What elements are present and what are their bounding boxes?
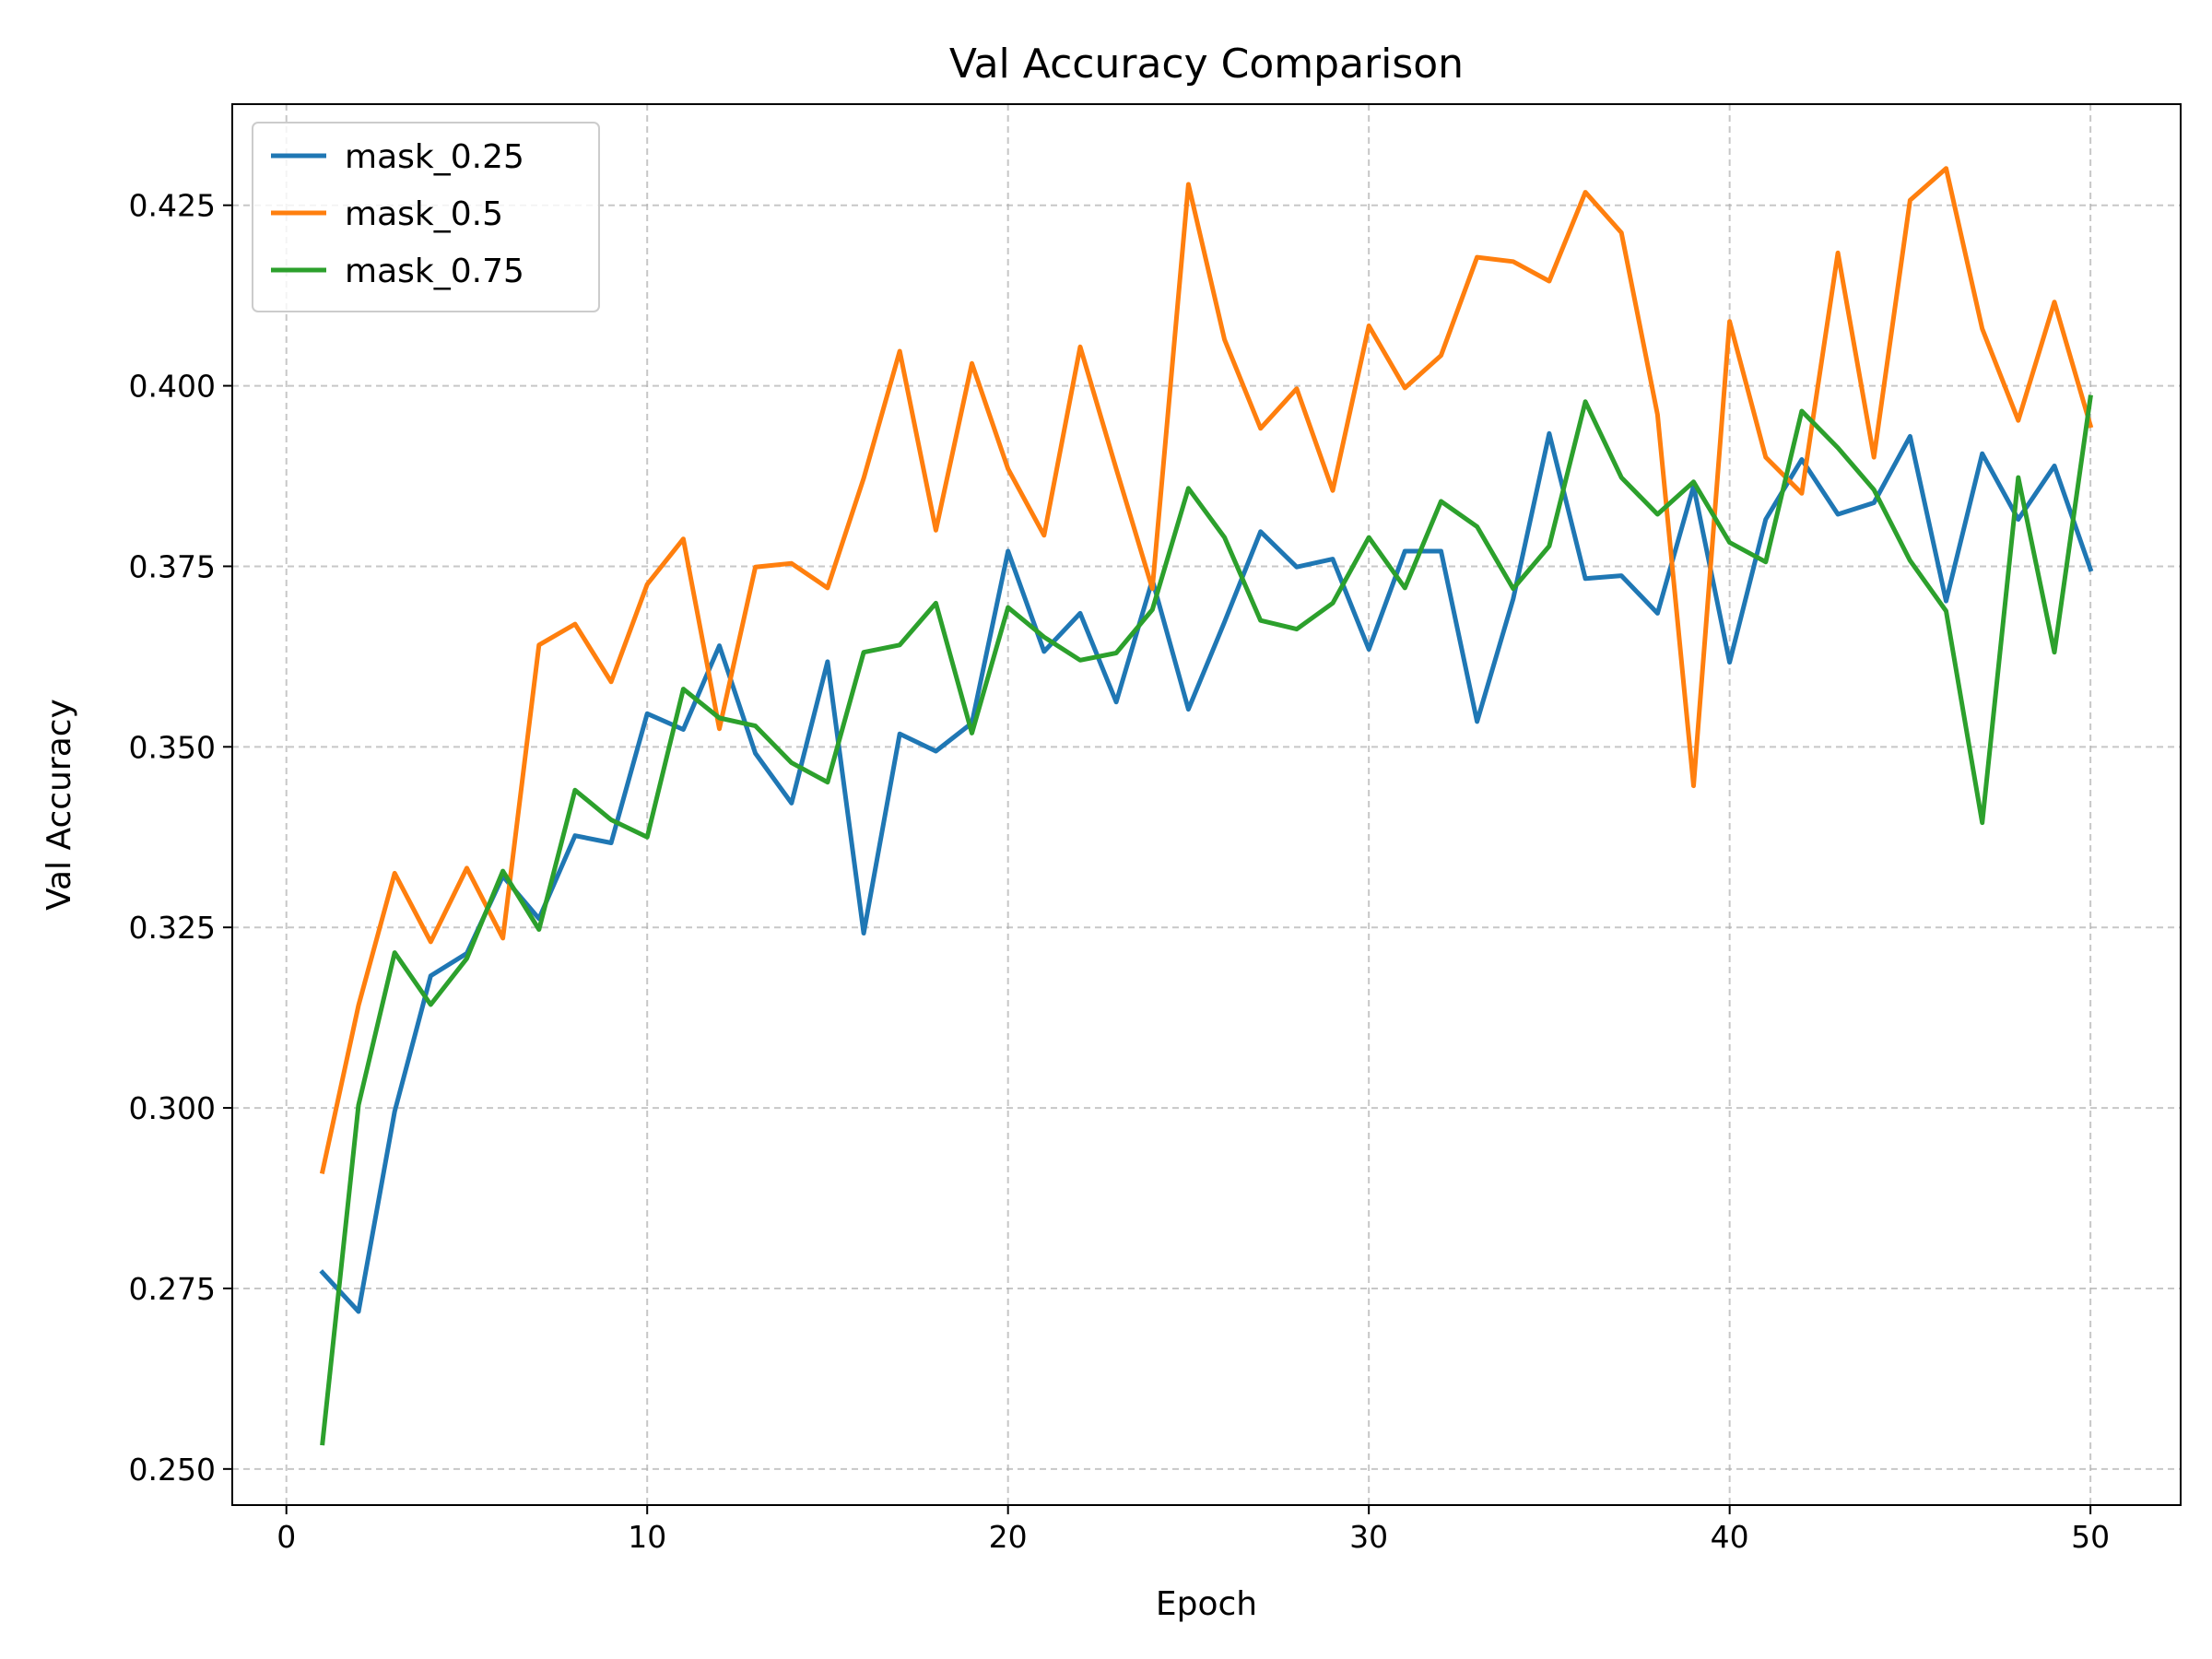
y-tick-label: 0.350 bbox=[129, 729, 216, 765]
y-tick-label: 0.400 bbox=[129, 369, 216, 405]
legend-label: mask_0.5 bbox=[345, 195, 503, 233]
x-tick-label: 50 bbox=[2071, 1519, 2110, 1555]
series-line-mask-0-5 bbox=[319, 166, 2094, 1174]
y-tick-label: 0.250 bbox=[129, 1452, 216, 1488]
x-tick-label: 40 bbox=[1711, 1519, 1749, 1555]
axis-ticks: 0 10 20 30 40 50 0.250 0.275 0.300 0.325 0.350 0.37… bbox=[129, 188, 2111, 1555]
y-tick-label: 0.375 bbox=[129, 548, 216, 584]
y-tick-label: 0.275 bbox=[129, 1271, 216, 1307]
x-tick-label: 20 bbox=[989, 1519, 1028, 1555]
x-tick-label: 10 bbox=[628, 1519, 666, 1555]
y-axis-title: Val Accuracy bbox=[41, 699, 78, 911]
legend-label: mask_0.75 bbox=[345, 253, 524, 290]
legend-box bbox=[252, 122, 600, 312]
legend: mask_0.25 mask_0.5 mask_0.75 bbox=[252, 122, 600, 312]
x-tick-label: 0 bbox=[276, 1519, 296, 1555]
y-tick-label: 0.425 bbox=[129, 188, 216, 224]
y-tick-label: 0.325 bbox=[129, 910, 216, 946]
series-lines bbox=[319, 166, 2094, 1446]
chart-title: Val Accuracy Comparison bbox=[949, 41, 1464, 88]
y-tick-label: 0.300 bbox=[129, 1090, 216, 1126]
series-line-mask-0-75 bbox=[320, 394, 2093, 1446]
axes-frame bbox=[231, 103, 2182, 1506]
x-tick-label: 30 bbox=[1349, 1519, 1388, 1555]
legend-label: mask_0.25 bbox=[345, 138, 524, 176]
x-axis-title: Epoch bbox=[1156, 1585, 1257, 1623]
